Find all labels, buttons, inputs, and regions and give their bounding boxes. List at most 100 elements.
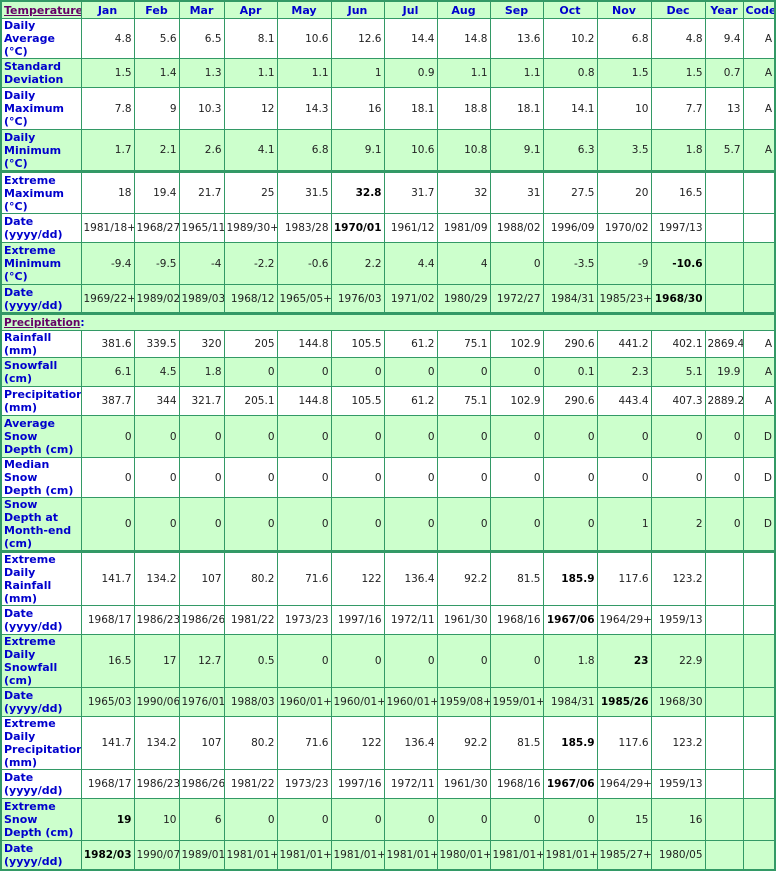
cell-apr: 25 (223, 171, 278, 214)
cell-apr: 0 (223, 457, 278, 498)
cell-may: 1973/23 (276, 605, 332, 635)
cell-apr: 0 (223, 357, 278, 387)
cell-feb: 1968/27 (133, 213, 180, 243)
cell-year: 0.7 (704, 58, 744, 88)
cell-apr: 0 (223, 798, 278, 841)
cell-jun: 105.5 (330, 386, 385, 416)
cell-oct: 185.9 (542, 551, 598, 606)
cell-dec: 123.2 (650, 551, 706, 606)
cell-jun: 1981/01+ (330, 840, 385, 870)
cell-code (742, 242, 776, 285)
cell-feb: 1986/23 (133, 605, 180, 635)
cell-aug: 1980/01+ (436, 840, 491, 870)
cell-year: 2889.2 (704, 386, 744, 416)
row-label: Median Snow Depth (cm) (0, 457, 82, 498)
cell-jul: 0 (383, 357, 438, 387)
cell-oct: 1996/09 (542, 213, 598, 243)
cell-mar: 6 (178, 798, 225, 841)
cell-oct: 0 (542, 497, 598, 553)
cell-apr: 1981/22 (223, 769, 278, 799)
cell-code (742, 769, 776, 799)
cell-sep: 1972/27 (489, 284, 544, 314)
cell-mar: 6.5 (178, 18, 225, 59)
cell-mar: 12.7 (178, 634, 225, 688)
cell-apr: 1988/03 (223, 687, 278, 717)
table-row: Snowfall (cm) 6.1 4.5 1.8 0 0 0 0 0 0 0.1 2.3 5.1 19.… (0, 357, 776, 387)
cell-jun: 105.5 (330, 330, 385, 358)
cell-sep: 1.1 (489, 58, 544, 88)
cell-code: A (742, 58, 776, 88)
cell-may: 1965/05+ (276, 284, 332, 314)
cell-nov: 117.6 (596, 716, 652, 770)
cell-jan: 1968/17 (80, 769, 135, 799)
cell-sep: 0 (489, 457, 544, 498)
cell-year (704, 284, 744, 314)
temperature-link[interactable]: Temperature (4, 3, 81, 17)
cell-jan: 19 (80, 798, 135, 841)
cell-nov: 2.3 (596, 357, 652, 387)
row-label: Date (yyyy/dd) (0, 284, 82, 314)
cell-aug: 75.1 (436, 330, 491, 358)
cell-jan: 6.1 (80, 357, 135, 387)
cell-aug: 1.1 (436, 58, 491, 88)
row-label: Extreme Daily Snowfall (cm) (0, 634, 82, 688)
cell-jan: 0 (80, 457, 135, 498)
cell-nov: 0 (596, 457, 652, 498)
cell-mar: 1986/26 (178, 605, 225, 635)
cell-mar: 0 (178, 457, 225, 498)
cell-year (704, 840, 744, 870)
cell-jun: 1970/01 (330, 213, 385, 243)
column-header-sep: Sep (489, 0, 544, 19)
cell-jul: 61.2 (383, 386, 438, 416)
cell-code (742, 171, 776, 214)
cell-oct: 1967/06 (542, 605, 598, 635)
cell-aug: 0 (436, 634, 491, 688)
cell-dec: 1968/30 (650, 687, 706, 717)
cell-dec: 7.7 (650, 87, 706, 130)
colon: : (80, 316, 85, 329)
cell-jun: 12.6 (330, 18, 385, 59)
cell-may: 0 (276, 415, 332, 458)
cell-code (742, 798, 776, 841)
cell-jun: 1 (330, 58, 385, 88)
cell-apr: 80.2 (223, 551, 278, 606)
cell-nov: 15 (596, 798, 652, 841)
cell-feb: 9 (133, 87, 180, 130)
cell-jun: 0 (330, 457, 385, 498)
cell-mar: 1.3 (178, 58, 225, 88)
cell-may: 144.8 (276, 330, 332, 358)
cell-may: 71.6 (276, 551, 332, 606)
cell-jun: 0 (330, 798, 385, 841)
cell-may: 1960/01+ (276, 687, 332, 717)
cell-jan: 7.8 (80, 87, 135, 130)
cell-jan: 1.7 (80, 129, 135, 173)
cell-jan: 4.8 (80, 18, 135, 59)
cell-nov: -9 (596, 242, 652, 285)
cell-jul: 0 (383, 798, 438, 841)
cell-jan: 0 (80, 415, 135, 458)
cell-jul: 136.4 (383, 551, 438, 606)
section-header-temperature: Temperature: (0, 0, 82, 19)
cell-jul: 1960/01+ (383, 687, 438, 717)
cell-year (704, 716, 744, 770)
cell-sep: 0 (489, 798, 544, 841)
cell-sep: 0 (489, 242, 544, 285)
precipitation-link[interactable]: Precipitation (4, 316, 81, 329)
column-header-nov: Nov (596, 0, 652, 19)
cell-sep: 102.9 (489, 330, 544, 358)
cell-code: A (742, 357, 776, 387)
cell-jul: 0 (383, 497, 438, 553)
column-header-oct: Oct (542, 0, 598, 19)
cell-year: 9.4 (704, 18, 744, 59)
cell-feb: 1990/06 (133, 687, 180, 717)
cell-oct: 290.6 (542, 330, 598, 358)
cell-jul: 61.2 (383, 330, 438, 358)
cell-may: 1973/23 (276, 769, 332, 799)
cell-sep: 1988/02 (489, 213, 544, 243)
table-row: Extreme Minimum (°C) -9.4 -9.5 -4 -2.2 -0.6 2.… (0, 242, 776, 285)
cell-apr: 0 (223, 497, 278, 553)
cell-oct: 27.5 (542, 171, 598, 214)
row-label: Standard Deviation (0, 58, 82, 88)
cell-aug: 1981/09 (436, 213, 491, 243)
